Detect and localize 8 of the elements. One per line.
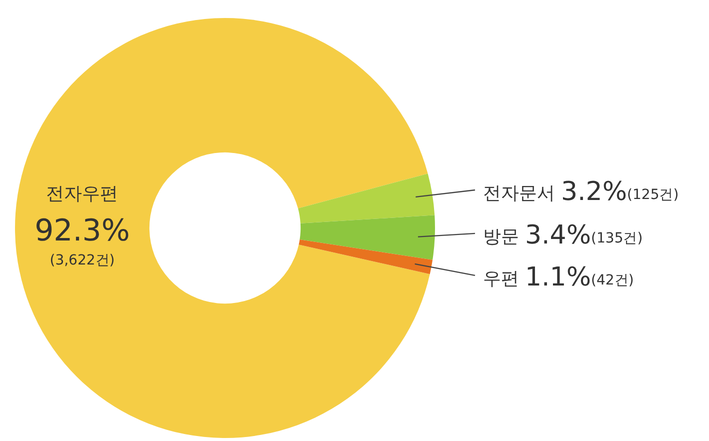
data-label: 92.3%(3,622건) (34, 214, 130, 269)
data-label: 3.4%(135건) (525, 220, 643, 250)
slice-label: 방문 (483, 226, 519, 248)
data-label: 3.2%(125건) (561, 177, 679, 208)
slice-label: 전자문서 (483, 183, 555, 204)
slice-label: 전자우편 (46, 184, 118, 205)
slice-label: 우편 (483, 268, 519, 290)
data-label: 1.1%(42건) (525, 262, 634, 292)
